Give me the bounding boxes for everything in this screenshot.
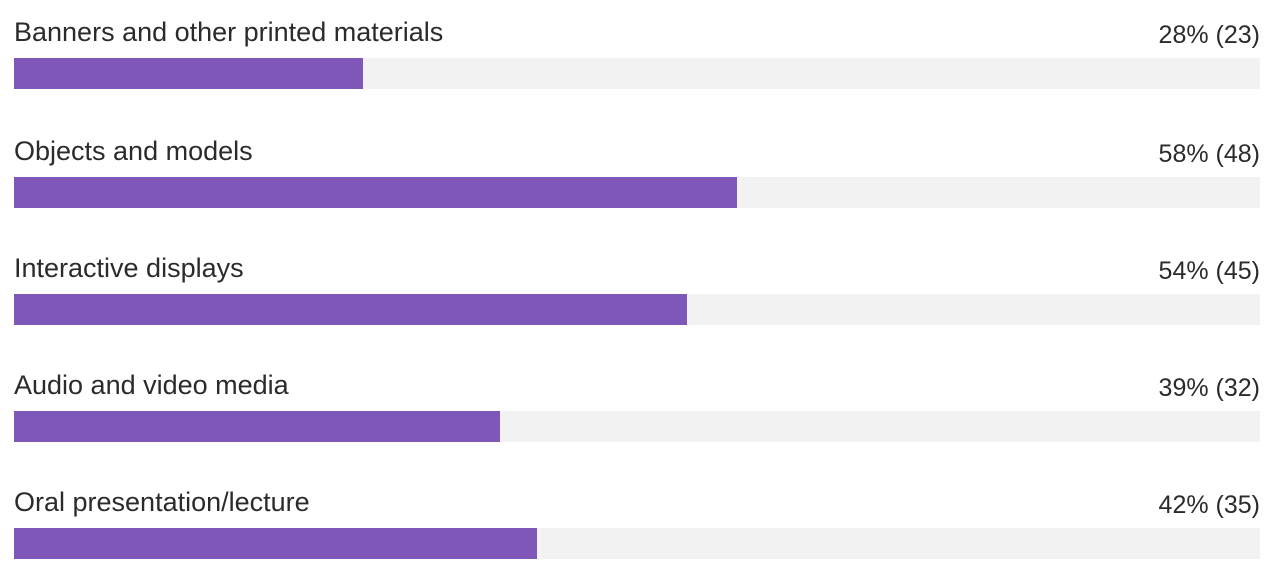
value-label: 54% (45)	[1158, 257, 1260, 285]
category-label: Interactive displays	[14, 253, 244, 283]
bar-fill	[14, 58, 363, 89]
bar-row: Audio and video media 39% (32)	[14, 357, 1260, 447]
bar-track	[14, 177, 1260, 208]
bar-row: Interactive displays 54% (45)	[14, 240, 1260, 330]
category-label: Banners and other printed materials	[14, 17, 444, 47]
value-label: 39% (32)	[1158, 374, 1260, 402]
category-label: Oral presentation/lecture	[14, 487, 310, 517]
category-label: Objects and models	[14, 136, 253, 166]
value-label: 42% (35)	[1158, 491, 1260, 519]
bar-track	[14, 58, 1260, 89]
bar-row: Objects and models 58% (48)	[14, 123, 1260, 213]
bar-row: Banners and other printed materials 28% (…	[14, 4, 1260, 94]
bar-fill	[14, 411, 500, 442]
bar-fill	[14, 177, 737, 208]
category-label: Audio and video media	[14, 370, 289, 400]
value-label: 58% (48)	[1158, 140, 1260, 168]
bar-track	[14, 411, 1260, 442]
bar-track	[14, 294, 1260, 325]
bar-fill	[14, 294, 687, 325]
bar-track	[14, 528, 1260, 559]
bar-fill	[14, 528, 537, 559]
value-label: 28% (23)	[1158, 21, 1260, 49]
bar-row: Oral presentation/lecture 42% (35)	[14, 474, 1260, 564]
